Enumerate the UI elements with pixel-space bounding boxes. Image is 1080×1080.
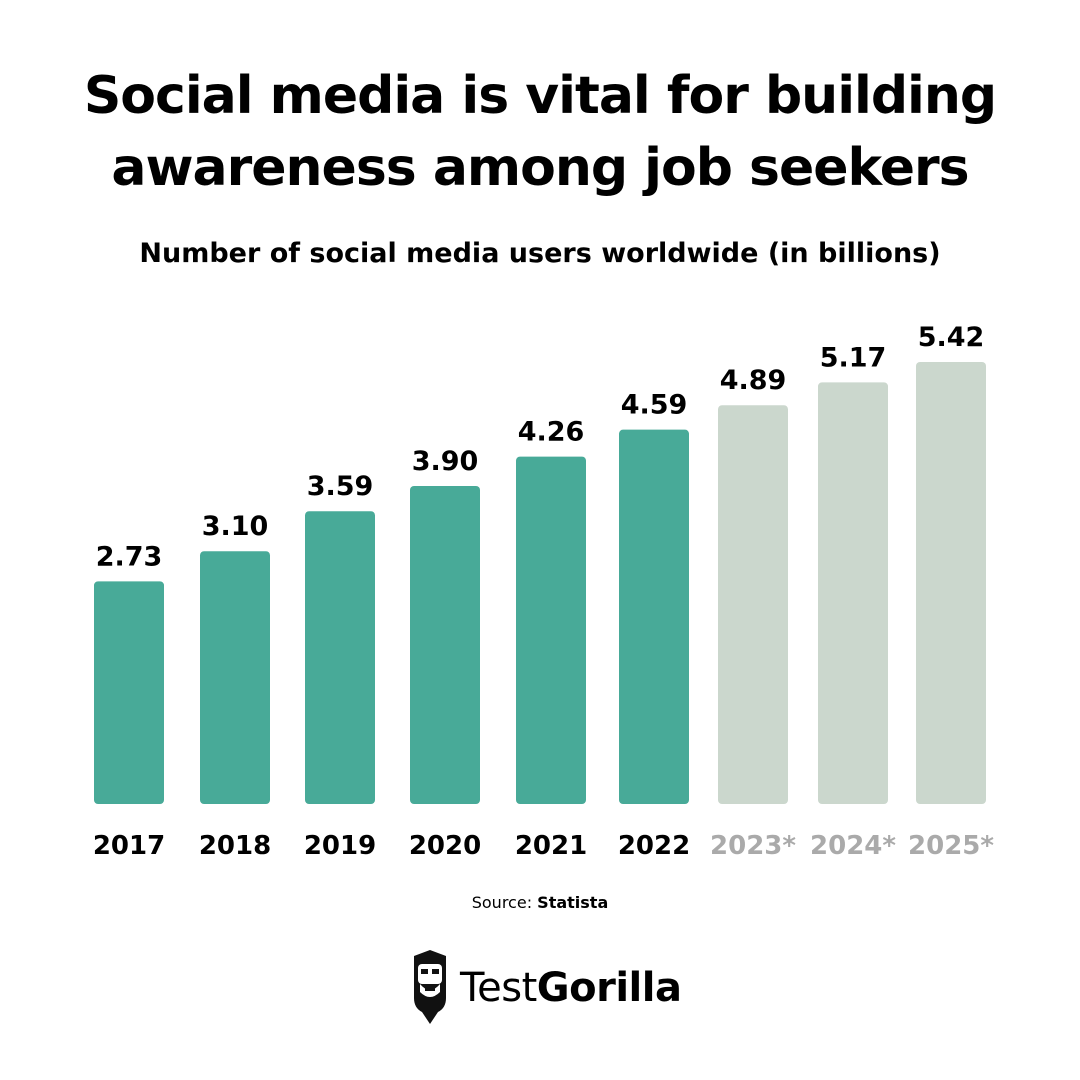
bar-2021 [516,456,586,804]
bar-2020 [410,485,480,804]
chart-title: Social media is vital for building aware… [0,60,1080,204]
brand-name-regular: Test [460,965,537,1011]
x-tick-label-2021: 2021 [515,831,587,861]
source-name: Statista [537,893,609,912]
value-label-2017: 2.73 [96,541,163,572]
value-label-2019: 3.59 [307,471,374,502]
chart-title-line-1: Social media is vital for building [83,66,997,126]
x-tick-label-2023: 2023* [710,831,796,861]
x-tick-label-2019: 2019 [304,831,376,861]
value-label-2023: 4.89 [720,365,787,396]
bar-2019 [305,511,375,804]
value-label-2021: 4.26 [518,417,585,448]
source-note: Source: Statista [0,893,1080,912]
brand-name: TestGorilla [460,965,682,1011]
x-tick-label-2022: 2022 [618,831,690,861]
x-tick-label-2024: 2024* [810,831,896,861]
x-tick-label-2017: 2017 [93,831,165,861]
value-label-2024: 5.17 [820,342,887,373]
value-label-2025: 5.42 [918,322,985,353]
brand-logo: TestGorilla [410,948,682,1028]
value-label-2018: 3.10 [202,511,269,542]
bar-2017 [94,581,164,804]
brand-name-bold: Gorilla [536,965,682,1011]
x-tick-label-2025: 2025* [908,831,994,861]
x-tick-label-2018: 2018 [199,831,271,861]
x-tick-label-2020: 2020 [409,831,481,861]
gorilla-logo-icon [414,950,446,1024]
bar-2024 [818,382,888,804]
bar-2022 [619,429,689,804]
value-label-2020: 3.90 [412,446,479,477]
value-label-2022: 4.59 [621,390,688,421]
chart-title-line-2: awareness among job seekers [111,138,969,198]
bar-2018 [200,551,270,804]
source-prefix: Source: [471,893,533,912]
chart-subtitle: Number of social media users worldwide (… [139,238,941,269]
bar-2023 [718,405,788,804]
bar-2025 [916,362,986,804]
